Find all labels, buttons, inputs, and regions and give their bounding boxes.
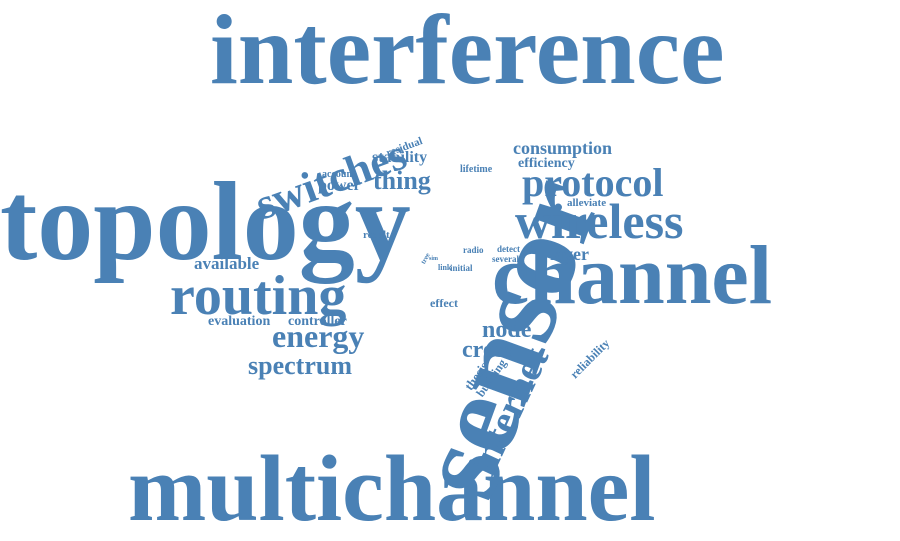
word-detect: detect [497, 244, 520, 254]
word-link: link [438, 263, 452, 272]
word-controller: controller [288, 314, 347, 329]
word-channel: channel [492, 229, 773, 322]
word-consumption: consumption [513, 138, 613, 158]
word-interference: interference [210, 0, 725, 105]
word-multichannel: multichannel [128, 437, 656, 541]
word-wireless: wireless [515, 193, 684, 249]
word-several: several [492, 254, 519, 264]
word-initial: initial [450, 263, 473, 273]
word-power: power [318, 177, 361, 194]
word-routing: routing [170, 265, 347, 327]
word-energy: energy [272, 318, 365, 354]
word-effect: effect [430, 296, 458, 310]
word-topology: topology [0, 160, 411, 284]
word-evaluation: evaluation [208, 314, 271, 329]
word-layer: layer [550, 244, 589, 264]
word-available: available [194, 254, 260, 273]
word-lifetime: lifetime [460, 164, 493, 175]
word-efficiency: efficiency [518, 156, 575, 171]
word-radio: radio [463, 245, 484, 255]
word-result: result [363, 229, 390, 241]
word-alleviate: alleviate [567, 197, 607, 209]
word-cross: cross [462, 337, 514, 363]
word-thing: thing [373, 166, 431, 195]
word-node: node [482, 317, 532, 343]
word-spectrum: spectrum [248, 351, 352, 380]
word-stability: stability [372, 149, 428, 166]
word-sim: sim [429, 256, 438, 262]
word-protocol: protocol [522, 160, 664, 205]
word-account: account [322, 169, 356, 180]
